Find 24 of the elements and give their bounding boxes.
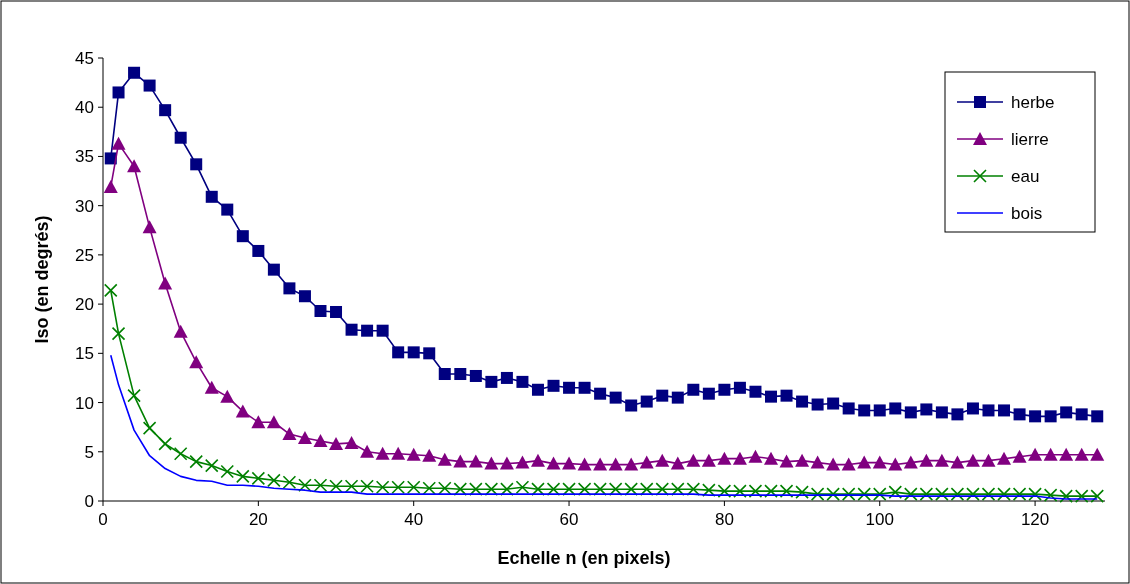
x-tick-label: 120 — [1020, 510, 1050, 529]
x-tick-label: 100 — [865, 510, 894, 529]
y-tick-label: 45 — [75, 48, 94, 68]
y-tick-label: 25 — [75, 245, 94, 265]
y-tick-label: 40 — [75, 98, 94, 118]
x-tick-label: 80 — [714, 510, 734, 529]
x-axis-title: Echelle n (en pixels) — [497, 548, 671, 568]
legend-label: eau — [1011, 166, 1040, 186]
y-tick-label: 35 — [75, 147, 94, 167]
legend-label: lierre — [1011, 129, 1049, 149]
y-tick-label: 0 — [84, 491, 94, 511]
line-series — [109, 354, 1099, 500]
y-tick-label: 30 — [75, 196, 94, 216]
legend-label: bois — [1011, 203, 1043, 223]
y-axis-title: Iso (en degrés) — [32, 215, 52, 344]
x-tick-label: 60 — [559, 510, 579, 529]
x-tick-label: 20 — [248, 510, 268, 529]
y-tick-label: 20 — [75, 295, 94, 315]
y-tick-label: 10 — [75, 393, 94, 413]
y-tick-label: 5 — [84, 442, 94, 462]
x-tick-label: 0 — [98, 510, 108, 529]
legend-label: herbe — [1011, 92, 1055, 112]
y-tick-label: 15 — [75, 344, 94, 364]
x-tick-label: 40 — [404, 510, 424, 529]
